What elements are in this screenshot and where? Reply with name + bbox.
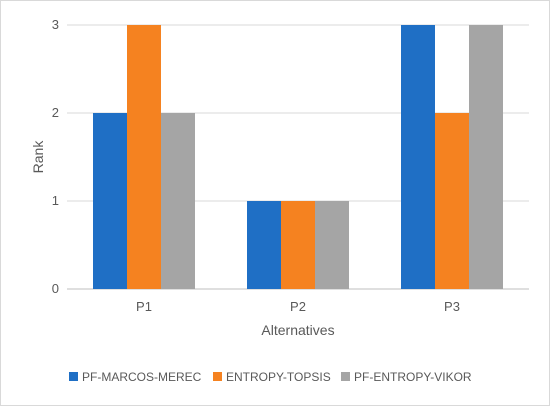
bar [247,201,281,289]
y-axis-ticks: 0 1 2 3 [52,17,59,296]
bar [435,113,469,289]
bar [281,201,315,289]
legend-label: ENTROPY-TOPSIS [226,370,331,384]
y-tick-label: 1 [52,193,59,208]
y-tick-label: 2 [52,105,59,120]
legend-label: PF-MARCOS-MEREC [82,370,202,384]
legend-swatch [341,372,350,381]
x-tick-label: P2 [290,299,306,314]
x-tick-label: P1 [136,299,152,314]
x-tick-label: P3 [444,299,460,314]
bar [127,25,161,289]
bar [315,201,349,289]
bar [469,25,503,289]
x-axis-title: Alternatives [261,322,334,338]
y-tick-label: 0 [52,281,59,296]
bar [401,25,435,289]
legend-swatch [213,372,222,381]
legend-label: PF-ENTROPY-VIKOR [354,370,472,384]
y-tick-label: 3 [52,17,59,32]
bar [161,113,195,289]
y-axis-title: Rank [30,140,46,174]
bar [93,113,127,289]
legend-swatch [69,372,78,381]
x-axis-ticks: P1 P2 P3 [136,299,460,314]
bars [93,25,503,289]
legend: PF-MARCOS-MEREC ENTROPY-TOPSIS PF-ENTROPY-… [69,370,472,384]
